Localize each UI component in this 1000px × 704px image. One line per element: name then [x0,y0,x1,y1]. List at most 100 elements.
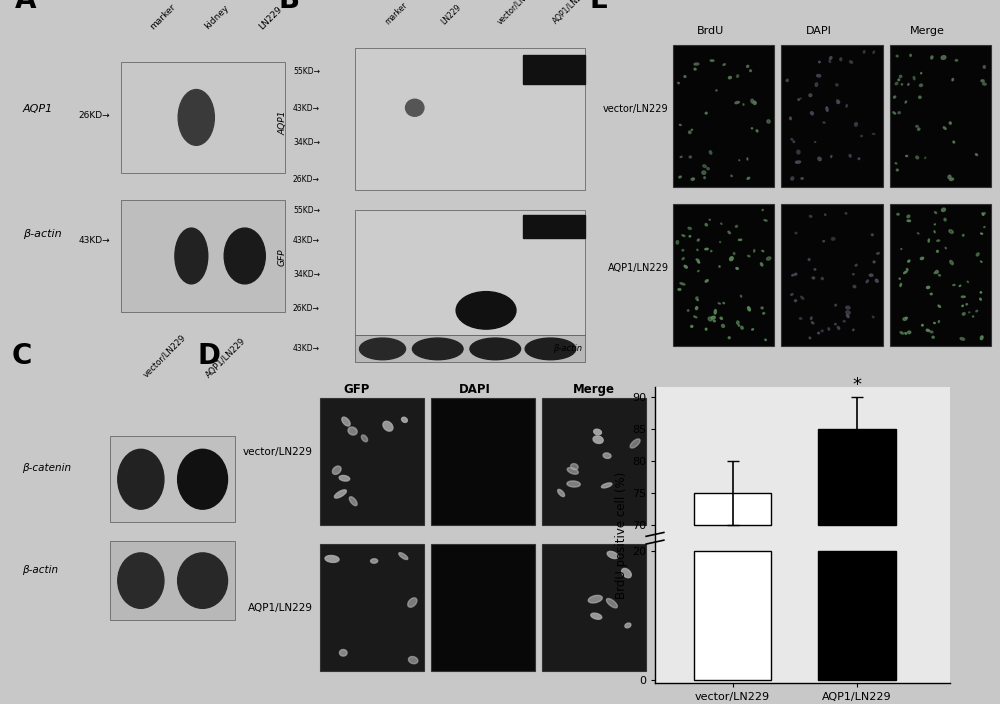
Text: DAPI: DAPI [806,26,832,36]
Ellipse shape [863,51,865,54]
Ellipse shape [846,105,847,107]
Ellipse shape [737,75,739,77]
Ellipse shape [797,150,800,154]
Bar [355,48,585,190]
Ellipse shape [695,307,698,310]
Ellipse shape [937,251,938,252]
Ellipse shape [815,83,818,87]
Ellipse shape [843,320,845,322]
Ellipse shape [934,322,935,324]
Ellipse shape [811,322,814,324]
Ellipse shape [835,323,836,325]
Ellipse shape [558,489,565,496]
Text: Merge: Merge [910,26,945,36]
Ellipse shape [983,65,985,68]
Ellipse shape [801,177,803,180]
Text: B: B [278,0,299,14]
Ellipse shape [960,337,965,340]
Ellipse shape [697,239,699,241]
Ellipse shape [339,650,347,656]
Ellipse shape [470,338,521,360]
Bar [542,398,646,525]
Ellipse shape [849,154,851,157]
Ellipse shape [723,63,725,65]
Ellipse shape [894,96,896,98]
Ellipse shape [962,313,965,315]
Ellipse shape [826,107,828,111]
Ellipse shape [736,268,738,270]
Bar [320,544,424,671]
Ellipse shape [877,253,879,254]
Ellipse shape [689,236,691,237]
Text: kidney: kidney [203,4,231,31]
Ellipse shape [858,158,860,160]
Ellipse shape [718,303,720,304]
Ellipse shape [751,128,753,129]
Text: 55KD→: 55KD→ [293,68,320,76]
Ellipse shape [916,156,919,159]
Text: D: D [198,342,221,370]
Ellipse shape [904,271,907,274]
Ellipse shape [786,80,788,82]
Ellipse shape [845,213,847,214]
Ellipse shape [791,177,794,180]
Ellipse shape [711,316,715,319]
Ellipse shape [962,234,964,237]
Text: 43KD→: 43KD→ [78,237,110,245]
Ellipse shape [949,122,951,124]
Ellipse shape [899,278,900,279]
Ellipse shape [872,316,874,318]
Ellipse shape [846,311,850,314]
Ellipse shape [934,224,935,225]
Ellipse shape [371,559,378,563]
Ellipse shape [981,261,982,262]
Ellipse shape [825,214,826,215]
Ellipse shape [709,151,712,154]
Ellipse shape [810,317,812,320]
Text: marker: marker [148,2,177,31]
Ellipse shape [913,77,915,80]
Bar [694,551,771,679]
Ellipse shape [728,337,730,339]
Ellipse shape [702,171,706,175]
Ellipse shape [973,316,974,317]
Ellipse shape [764,220,767,221]
Ellipse shape [907,215,910,218]
Text: vector/LN229: vector/LN229 [242,447,312,458]
Ellipse shape [829,61,831,63]
Ellipse shape [687,310,689,311]
Ellipse shape [926,329,930,332]
Ellipse shape [691,178,694,180]
Ellipse shape [846,315,849,318]
Ellipse shape [821,330,823,332]
Ellipse shape [950,178,954,180]
Ellipse shape [719,265,720,268]
Ellipse shape [708,317,712,321]
Ellipse shape [928,239,929,242]
Ellipse shape [896,56,898,57]
Ellipse shape [938,275,941,276]
Ellipse shape [895,163,897,164]
Ellipse shape [412,338,463,360]
Bar [890,45,991,187]
Bar [320,398,424,525]
Bar [890,203,991,346]
Ellipse shape [738,239,742,241]
Ellipse shape [684,265,687,268]
Ellipse shape [854,122,857,126]
Ellipse shape [895,82,898,84]
Text: E: E [590,0,609,14]
Ellipse shape [760,263,763,266]
Ellipse shape [918,128,920,130]
Ellipse shape [705,223,707,226]
Text: 26KD→: 26KD→ [78,111,110,120]
Ellipse shape [861,135,862,137]
Bar [121,62,285,173]
Text: AQP1/LN229: AQP1/LN229 [248,603,312,612]
Ellipse shape [606,598,617,608]
Ellipse shape [733,253,735,255]
Ellipse shape [899,75,902,77]
Ellipse shape [930,294,932,295]
Text: DAPI: DAPI [459,383,491,396]
Ellipse shape [866,280,868,283]
